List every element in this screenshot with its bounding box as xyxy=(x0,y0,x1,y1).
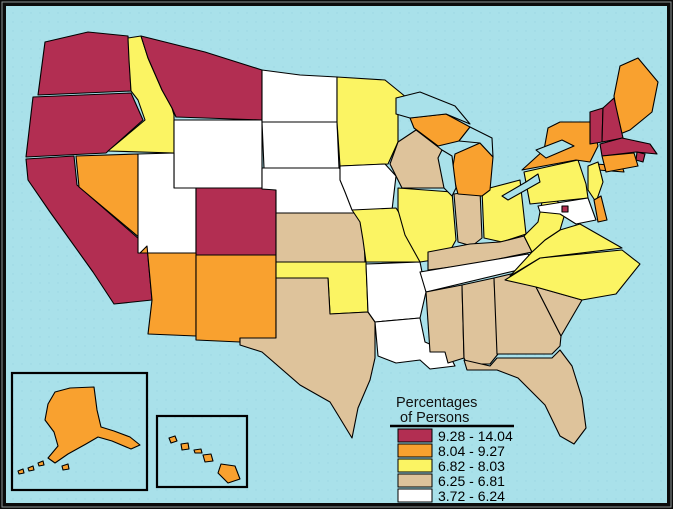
lake-superior-icon xyxy=(395,91,471,125)
state-hi xyxy=(168,435,178,444)
state-co xyxy=(195,187,277,256)
states-layer xyxy=(17,31,659,484)
alaska-inset-box xyxy=(10,371,149,492)
legend-swatch-3 xyxy=(397,473,433,488)
lake-huron-icon xyxy=(458,126,494,158)
hawaii-inset-box xyxy=(155,414,249,489)
lake-ontario-icon xyxy=(535,139,575,159)
state-al xyxy=(461,277,499,365)
state-fl xyxy=(463,349,587,445)
state-mt xyxy=(140,35,263,121)
state-la xyxy=(374,317,456,370)
state-wa xyxy=(37,31,132,96)
legend-swatch-0 xyxy=(397,428,433,443)
state-nd xyxy=(261,69,338,123)
state-dc xyxy=(561,205,569,213)
state-hi xyxy=(202,453,214,463)
legend-swatch-4 xyxy=(397,488,433,503)
legend-label-3: 6.25 - 6.81 xyxy=(438,473,505,489)
state-ak xyxy=(17,468,25,475)
legend-title-line1: Percentages xyxy=(396,395,477,411)
state-ca xyxy=(25,155,153,305)
state-in xyxy=(453,189,483,247)
state-ak xyxy=(37,460,45,467)
state-tx xyxy=(239,277,376,439)
legend-label-2: 6.82 - 8.03 xyxy=(438,458,505,474)
legend-swatch-2 xyxy=(397,458,433,473)
lake-erie-icon xyxy=(501,173,541,201)
lakes-layer xyxy=(395,91,575,201)
state-ks xyxy=(275,212,366,263)
state-vt xyxy=(589,107,604,145)
legend-label-0: 9.28 - 14.04 xyxy=(438,428,513,444)
state-pa xyxy=(523,159,589,205)
state-wy xyxy=(173,119,263,189)
lake-michigan-icon xyxy=(437,149,457,197)
state-az xyxy=(139,245,197,337)
state-ri xyxy=(635,151,646,163)
state-nm xyxy=(195,254,277,343)
state-ms xyxy=(425,284,465,364)
legend: Percentages of Persons 9.28 - 14.048.04 … xyxy=(390,395,514,504)
state-hi xyxy=(180,442,190,451)
legend-title-line2: of Persons xyxy=(400,410,469,426)
legend-swatches: 9.28 - 14.048.04 - 9.276.82 - 8.036.25 -… xyxy=(397,428,513,504)
legend-swatch-1 xyxy=(397,443,433,458)
state-ar xyxy=(365,261,427,323)
state-ak xyxy=(44,386,141,464)
state-ak xyxy=(27,465,35,472)
state-de xyxy=(593,195,608,223)
state-sd xyxy=(261,121,340,169)
state-ct xyxy=(601,152,639,173)
state-hi xyxy=(193,448,203,454)
state-hi xyxy=(217,463,241,484)
legend-label-1: 8.04 - 9.27 xyxy=(438,443,505,459)
state-nj xyxy=(587,161,604,203)
legend-label-4: 3.72 - 6.24 xyxy=(438,488,505,504)
state-ak xyxy=(61,463,70,471)
